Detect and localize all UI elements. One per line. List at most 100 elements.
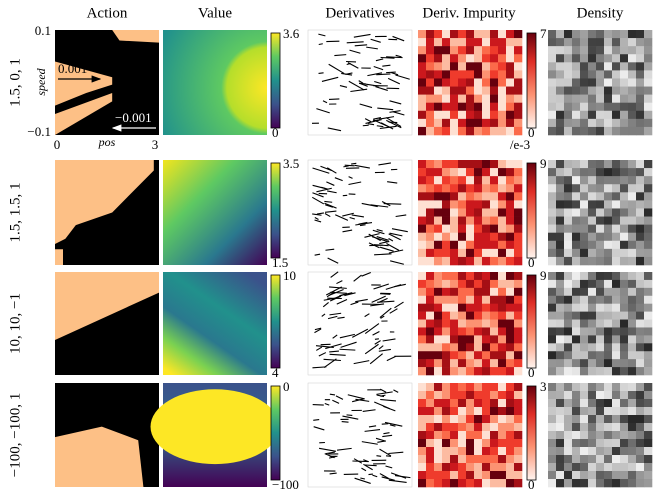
- impurity-cell: [426, 407, 435, 416]
- density-cell: [548, 303, 557, 312]
- impurity-cell: [498, 359, 507, 368]
- density-cell: [572, 287, 581, 297]
- density-cell: [612, 407, 621, 416]
- density-cell: [596, 176, 605, 185]
- density-cell: [548, 110, 557, 120]
- density-cell: [548, 415, 557, 424]
- derivative-arrow: [361, 271, 372, 277]
- density-cell: [644, 479, 653, 488]
- impurity-cell: [498, 279, 507, 289]
- density-cell: [620, 248, 629, 258]
- density-cell: [580, 327, 589, 336]
- density-cell: [636, 272, 645, 281]
- density-cell: [628, 319, 637, 328]
- density-cell: [636, 463, 645, 472]
- density-cell: [636, 102, 645, 112]
- density-cell: [604, 327, 613, 336]
- derivative-arrow: [325, 248, 335, 251]
- impurity-cell: [426, 423, 435, 432]
- density-cell: [596, 399, 605, 408]
- density-cell: [588, 367, 597, 376]
- density-cell: [588, 192, 597, 201]
- density-cell: [564, 224, 573, 233]
- density-cell: [612, 399, 621, 408]
- impurity-cell: [418, 62, 427, 71]
- impurity-cell: [498, 232, 507, 242]
- impurity-cell: [498, 272, 507, 281]
- density-cell: [548, 168, 557, 177]
- impurity-cell: [426, 168, 435, 177]
- density-cell: [572, 184, 581, 193]
- density-cell: [564, 184, 573, 193]
- impurity-cell: [442, 78, 451, 87]
- impurity-cell: [458, 30, 467, 39]
- derivative-arrow: [387, 181, 398, 184]
- impurity-cell: [474, 216, 483, 225]
- impurity-cell: [466, 224, 475, 233]
- density-cell: [636, 126, 645, 136]
- impurity-cell: [450, 359, 459, 368]
- impurity-colorbar-top: 7: [540, 26, 547, 41]
- impurity-cell: [458, 359, 467, 368]
- impurity-cell: [474, 287, 483, 297]
- impurity-colorbar-top: 3: [540, 379, 547, 394]
- impurity-cell: [506, 463, 515, 472]
- derivative-arrow: [389, 308, 398, 314]
- density-cell: [556, 399, 565, 408]
- density-cell: [572, 431, 581, 440]
- value-colorbar-bottom: 0: [272, 125, 279, 140]
- derivative-arrow: [327, 127, 342, 132]
- impurity-cell: [418, 168, 427, 177]
- density-cell: [588, 118, 597, 128]
- impurity-cell: [466, 471, 475, 480]
- impurity-cell: [482, 287, 491, 297]
- density-cell: [620, 311, 629, 320]
- derivative-arrow: [386, 355, 396, 362]
- impurity-cell: [498, 479, 507, 488]
- impurity-cell: [514, 86, 523, 95]
- impurity-cell: [498, 78, 507, 87]
- impurity-cell: [426, 351, 435, 360]
- density-cell: [572, 176, 581, 185]
- derivative-arrow: [372, 330, 380, 336]
- density-cell: [636, 70, 645, 79]
- density-cell: [572, 303, 581, 312]
- density-cell: [620, 479, 629, 488]
- density-cell: [620, 70, 629, 79]
- density-cell: [564, 407, 573, 416]
- density-cell: [556, 295, 565, 304]
- impurity-cell: [466, 311, 475, 320]
- density-cell: [604, 455, 613, 464]
- impurity-cell: [466, 160, 475, 169]
- density-cell: [612, 54, 621, 63]
- density-cell: [644, 351, 653, 360]
- impurity-cell: [514, 272, 523, 281]
- density-cell: [548, 327, 557, 336]
- derivative-arrow: [327, 315, 338, 320]
- density-cell: [612, 78, 621, 87]
- density-cell: [612, 102, 621, 112]
- density-cell: [572, 54, 581, 63]
- density-cell: [604, 431, 613, 440]
- density-cell: [580, 160, 589, 169]
- impurity-cell: [506, 479, 515, 488]
- density-cell: [620, 110, 629, 120]
- density-cell: [628, 335, 637, 344]
- impurity-cell: [442, 54, 451, 63]
- density-cell: [564, 287, 573, 297]
- density-cell: [548, 471, 557, 480]
- impurity-cell: [474, 184, 483, 193]
- density-cell: [588, 78, 597, 87]
- density-cell: [556, 415, 565, 424]
- derivative-arrow: [395, 74, 410, 80]
- density-cell: [588, 208, 597, 217]
- impurity-cell: [498, 319, 507, 328]
- derivative-arrow: [359, 224, 366, 227]
- impurity-cell: [458, 351, 467, 360]
- derivative-arrow: [353, 360, 370, 365]
- density-cell: [620, 407, 629, 416]
- density-cell: [572, 455, 581, 464]
- density-cell: [596, 351, 605, 360]
- density-cell: [572, 383, 581, 392]
